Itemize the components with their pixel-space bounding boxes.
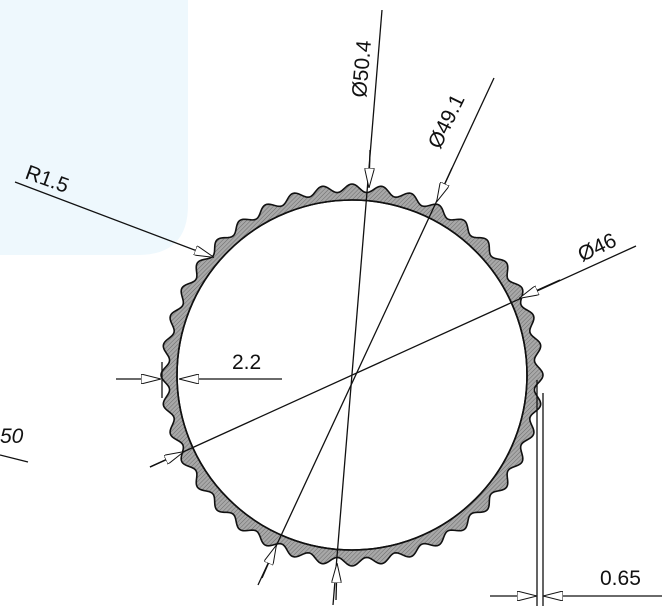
inner-diameter-arrow-left (149, 452, 183, 468)
outer-diameter-arrow-bottom (336, 564, 337, 601)
inner-diameter-arrow-right (520, 279, 561, 298)
inner-bore-circle (176, 199, 528, 551)
background-shape (0, 0, 188, 255)
outer-diameter-dim-line (332, 9, 383, 606)
outer-diameter-label: Ø50.4 (348, 39, 376, 98)
outer-diameter-arrow-top (369, 149, 370, 187)
mid-diameter-arrow-top (437, 167, 453, 201)
groove-depth-label: 0.65 (600, 567, 641, 590)
partial-left-underline (0, 454, 29, 463)
wall-thickness-label: 2.2 (232, 351, 261, 374)
inner-diameter-label: Ø46 (574, 229, 620, 267)
inner-diameter-dim-line (149, 245, 637, 468)
mid-diameter-dim-line (257, 77, 495, 586)
mid-diameter-arrow-bottom (261, 546, 276, 579)
mid-diameter-label: Ø49.1 (424, 91, 470, 153)
partial-left-label: 50 (0, 425, 24, 448)
radius-leader-line (14, 181, 213, 257)
